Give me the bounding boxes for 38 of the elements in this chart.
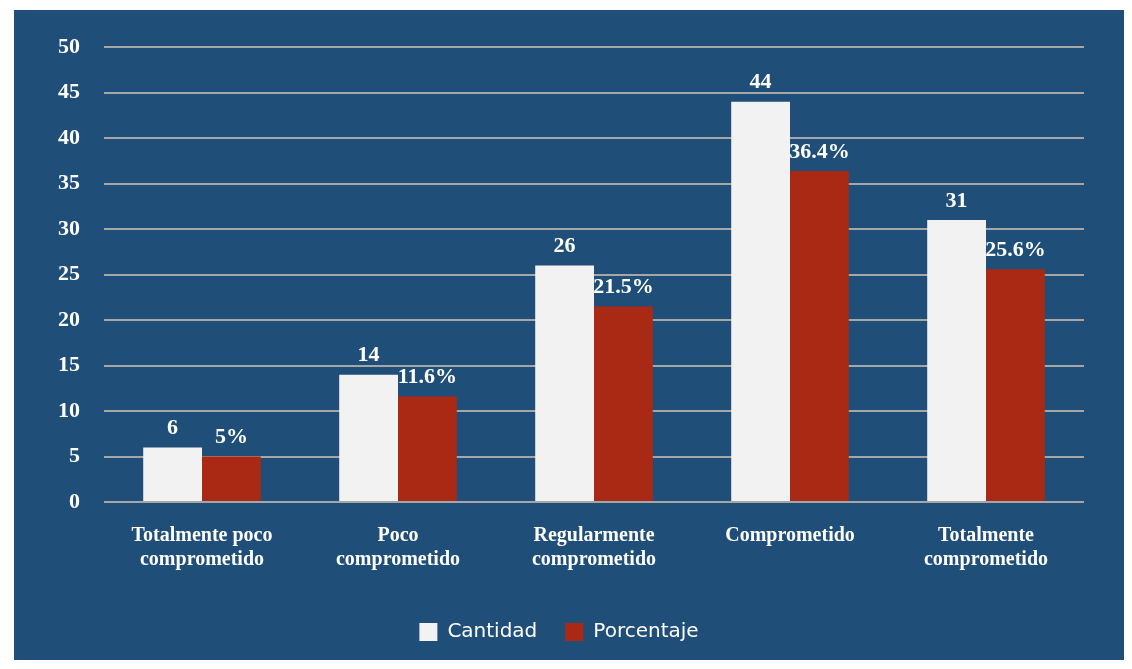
bar: [790, 170, 849, 501]
data-label: 11.6%: [397, 363, 458, 389]
y-tick-label: 30: [58, 214, 80, 240]
data-label: 31: [945, 186, 968, 212]
y-tick-label: 40: [58, 123, 80, 149]
data-label: 5%: [214, 423, 248, 449]
y-tick-label: 15: [58, 351, 80, 377]
bar: [202, 456, 261, 501]
data-label: 21.5%: [593, 273, 654, 299]
y-tick-label: 45: [58, 78, 80, 104]
data-label: 44: [749, 68, 772, 94]
x-tick-label: Totalmente comprometido: [923, 523, 1049, 571]
x-tick-label: Comprometido: [725, 523, 855, 547]
data-label: 14: [357, 341, 380, 367]
data-label: 26: [553, 232, 576, 258]
bar: [143, 447, 202, 501]
y-tick-label: 35: [58, 169, 80, 195]
x-tick-label: Poco comprometido: [335, 523, 461, 571]
y-tick-label: 20: [58, 305, 80, 331]
bar: [927, 220, 986, 501]
legend-label: Porcentaje: [593, 618, 699, 643]
bar: [339, 374, 398, 501]
x-tick-label: Regularmente comprometido: [531, 523, 657, 571]
x-tick-label: Totalmente poco comprometido: [131, 523, 273, 571]
bar: [594, 306, 653, 501]
y-tick-label: 10: [58, 396, 80, 422]
y-tick-label: 50: [58, 32, 80, 58]
y-tick-label: 5: [69, 442, 80, 468]
bar: [398, 396, 457, 501]
bar: [986, 269, 1045, 501]
data-label: 6: [167, 414, 179, 440]
y-tick-label: 0: [69, 487, 80, 513]
data-label: 25.6%: [985, 235, 1046, 261]
bar: [731, 101, 790, 501]
data-label: 36.4%: [789, 137, 850, 163]
legend-label: Cantidad: [447, 618, 538, 643]
bar: [535, 265, 594, 501]
y-tick-label: 25: [58, 260, 80, 286]
